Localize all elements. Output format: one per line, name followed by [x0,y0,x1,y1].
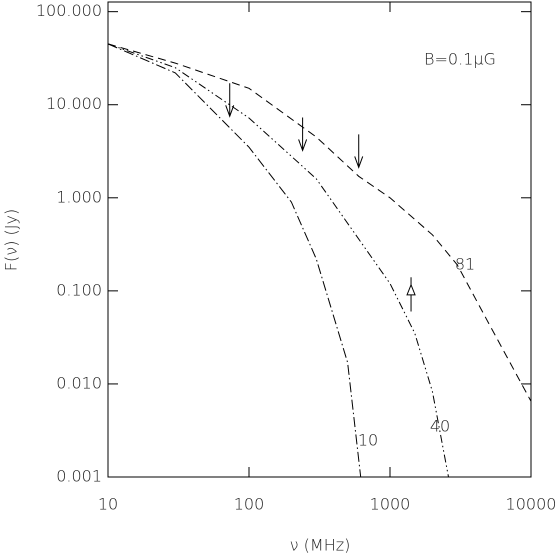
upper-limit [354,134,364,169]
y-axis-label: F(ν) (Jy) [2,209,21,271]
y-tick-label: 1.000 [56,187,102,206]
curve [107,43,362,478]
y-tick-label: 0.010 [56,373,102,392]
curve-label: 40 [430,417,450,436]
curve-label: 81 [455,255,475,274]
plot-frame [107,1,532,478]
annotation: B=0.1μG [424,50,496,69]
x-tick-label: 100 [234,495,265,514]
curve [107,43,449,478]
upper-limit [225,83,235,118]
x-axis-label: ν (MHz) [290,536,351,555]
x-tick-label: 10000 [506,495,557,514]
y-tick-label: 0.001 [56,467,102,486]
curve-label: 10 [358,431,378,450]
y-tick-label: 0.100 [56,280,102,299]
y-tick-label: 10.000 [46,94,102,113]
data-point [406,283,416,296]
curve [107,43,532,402]
x-tick-label: 10 [98,495,118,514]
y-tick-label: 100.000 [36,1,102,20]
upper-limit [298,117,308,152]
x-tick-label: 1000 [370,495,411,514]
